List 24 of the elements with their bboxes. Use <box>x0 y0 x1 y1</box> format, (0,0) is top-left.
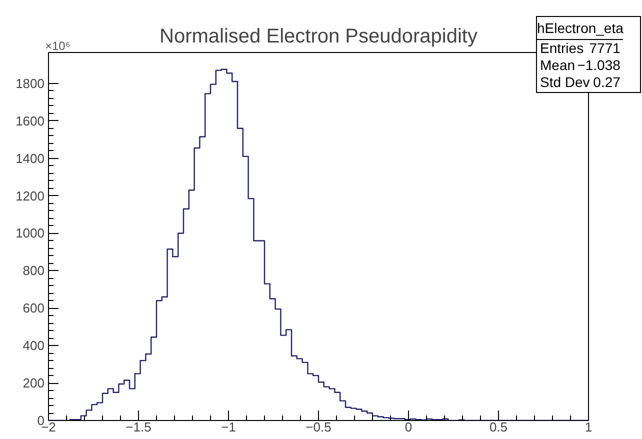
y-tick-label: 800 <box>22 263 45 278</box>
y-tick-label: 1200 <box>16 188 44 204</box>
text: 0.27 <box>593 74 620 91</box>
chart-title: Normalised Electron Pseudorapidity <box>160 26 478 48</box>
annotation: Mean <box>540 57 576 74</box>
text: hElectron_eta <box>537 17 624 40</box>
annotation: −1.038 <box>577 57 620 74</box>
y-tick-label: 1400 <box>16 150 44 166</box>
x-tick-label: 0 <box>404 420 412 434</box>
y-tick-label: 1600 <box>16 113 44 128</box>
annotation: ×10⁶ <box>45 38 70 55</box>
x-tick-label: 1 <box>584 420 592 434</box>
x-tick-label: −1 <box>221 420 236 434</box>
x-tick-label: 0.5 <box>489 420 508 434</box>
y-tick-label: 1000 <box>16 226 44 241</box>
y-tick-label: 600 <box>22 300 45 316</box>
x-tick-label: −0.5 <box>306 420 332 434</box>
annotation: Entries <box>540 40 584 57</box>
y-tick-label: 1800 <box>16 76 44 91</box>
y-tick-label: 200 <box>22 376 45 391</box>
text: 7771 <box>589 40 620 57</box>
x-tick-label: −1.5 <box>126 420 152 434</box>
y-tick-label: 400 <box>22 338 45 354</box>
annotation: Std Dev <box>540 74 590 91</box>
